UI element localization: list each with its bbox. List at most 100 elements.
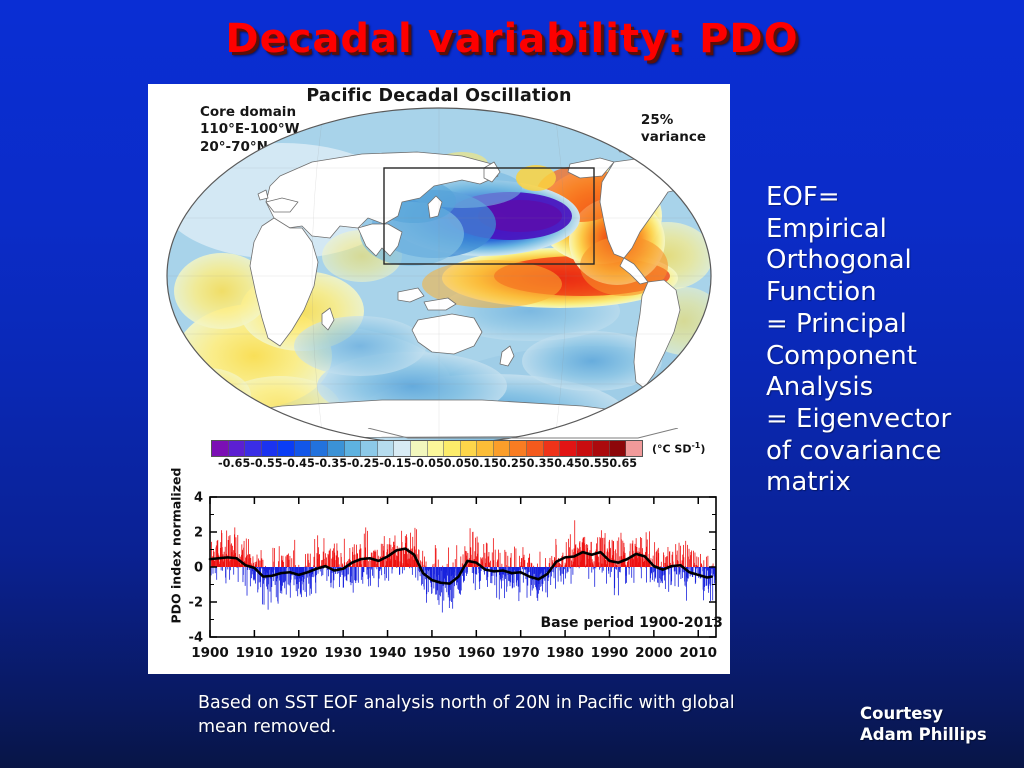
page-title: Decadal variability: PDO	[225, 16, 799, 62]
colorbar-tick-11: 0.45	[554, 457, 582, 470]
x-tick-label: 1980	[546, 645, 584, 661]
colorbar-cell-15	[460, 441, 478, 456]
eof-line-10: matrix	[766, 467, 851, 498]
eof-line-8: = Eigenvector	[766, 404, 952, 435]
colorbar-cell-5	[294, 441, 312, 456]
colorbar-tick-7: 0.05	[443, 457, 472, 470]
colorbar-tick-1: -0.55	[250, 457, 283, 470]
colorbar-strip	[211, 440, 643, 457]
figure-panel: Pacific Decadal Oscillation Core domain …	[148, 84, 730, 674]
x-tick-label: 1950	[413, 645, 451, 661]
pdo-anomaly-map	[162, 106, 716, 446]
colorbar-tick-6: -0.05	[411, 457, 444, 470]
colorbar-tick-13: 0.65	[609, 457, 638, 470]
figure-caption: Based on SST EOF analysis north of 20N i…	[198, 693, 735, 738]
colorbar-cell-0	[212, 441, 229, 456]
colorbar-cell-16	[477, 441, 494, 456]
colorbar-cell-18	[510, 441, 527, 456]
colorbar-tick-9: 0.25	[498, 457, 527, 470]
colorbar-units-text: (°C SD	[652, 442, 692, 456]
y-tick-label: 2	[194, 526, 203, 541]
y-tick-label: -2	[189, 596, 203, 611]
colorbar-cell-7	[328, 441, 345, 456]
x-tick-label: 1910	[236, 645, 274, 661]
x-tick-label: 1990	[591, 645, 629, 661]
eof-line-5: = Principal	[766, 308, 907, 339]
eof-line-7: Analysis	[766, 372, 874, 403]
colorbar-cell-19	[526, 441, 544, 456]
colorbar-cell-2	[245, 441, 262, 456]
variance-annotation: 25% variance	[641, 112, 706, 147]
colorbar-cell-9	[361, 441, 378, 456]
colorbar-tick-5: -0.15	[379, 457, 412, 470]
colorbar-cell-23	[593, 441, 610, 456]
eof-line-1: EOF=	[766, 182, 840, 212]
colorbar-cell-1	[228, 441, 246, 456]
colorbar-cell-8	[344, 441, 362, 456]
core-domain-line-1: Core domain	[200, 104, 297, 120]
colorbar-tick-labels: -0.65 -0.55 -0.45 -0.35 -0.25 -0.15 -0.05 0.05 0…	[208, 457, 644, 470]
eof-definition-text: EOF= Empirical Orthogonal Function = Pri…	[766, 182, 1016, 499]
colorbar-cell-22	[576, 441, 594, 456]
colorbar-cell-11	[394, 441, 411, 456]
variance-label: variance	[640, 129, 706, 146]
courtesy-label: Courtesy	[860, 704, 943, 723]
core-domain-line-3: 20°-70°N	[200, 138, 268, 155]
globe-body	[167, 108, 711, 444]
y-tick-label: 0	[194, 561, 203, 576]
colorbar-cell-24	[609, 441, 627, 456]
colorbar-cell-17	[493, 441, 511, 456]
y-axis-ticks: -4 -2 0 2 4	[189, 491, 716, 646]
map-title: Pacific Decadal Oscillation	[306, 86, 572, 106]
colorbar-cell-21	[560, 441, 577, 456]
colorbar-tick-4: -0.25	[347, 457, 380, 470]
eof-line-2: Empirical	[766, 213, 887, 244]
y-tick-label: -4	[189, 631, 203, 646]
colorbar-tick-3: -0.35	[314, 457, 347, 470]
colorbar-units-exponent: -1	[691, 441, 701, 450]
eof-line-9: of covariance	[766, 435, 942, 466]
colorbar-cell-6	[311, 441, 329, 456]
x-tick-label: 1920	[280, 645, 318, 661]
colorbar-cell-12	[410, 441, 428, 456]
colorbar-tick-12: 0.55	[581, 457, 610, 470]
colorbar-tick-10: 0.35	[526, 457, 555, 470]
base-period-annotation: Base period 1900-2013	[541, 615, 723, 631]
core-domain-annotation: Core domain 110°E-100°W 20°-70°N	[200, 104, 300, 156]
pdo-timeseries: PDO index normalized -4 -2 0 2 4 1900 1910 1920…	[148, 468, 730, 674]
colorbar-units-close: )	[700, 442, 706, 456]
colorbar-cell-10	[377, 441, 395, 456]
x-tick-label: 1900	[191, 645, 229, 661]
x-tick-label: 1940	[369, 645, 407, 661]
variance-percent: 25%	[640, 112, 674, 128]
timeseries-smoothed-line	[208, 547, 713, 585]
map-svg	[166, 107, 712, 445]
x-tick-label: 1930	[324, 645, 362, 661]
x-tick-label: 1970	[502, 645, 540, 661]
courtesy-credit: Courtesy Adam Phillips	[860, 703, 1024, 746]
colorbar-cell-25	[626, 441, 643, 456]
eof-line-3: Orthogonal	[766, 245, 912, 276]
colorbar-cell-4	[278, 441, 295, 456]
x-tick-label: 1960	[458, 645, 496, 661]
x-tick-label: 2010	[679, 645, 717, 661]
x-axis-ticks: 1900 1910 1920 1930 1940 1950 1960 1970 1980 1990…	[191, 497, 717, 661]
core-domain-box	[383, 167, 595, 265]
colorbar-cell-3	[261, 441, 279, 456]
colorbar-cell-14	[444, 441, 461, 456]
colorbar-leader-lines	[367, 428, 679, 439]
eof-line-6: Component	[766, 340, 917, 371]
core-domain-line-2: 110°E-100°W	[200, 121, 300, 138]
y-tick-label: 4	[194, 491, 203, 506]
colorbar-tick-8: 0.15	[471, 457, 499, 470]
colorbar-tick-2: -0.45	[282, 457, 315, 470]
eof-line-4: Function	[766, 277, 877, 308]
colorbar-tick-0: -0.65	[218, 457, 251, 470]
colorbar-cell-13	[427, 441, 445, 456]
x-tick-label: 2000	[635, 645, 673, 661]
courtesy-name: Adam Phillips	[860, 725, 987, 745]
colorbar-units: (°C SD-1)	[652, 441, 705, 456]
colorbar: -0.65 -0.55 -0.45 -0.35 -0.25 -0.15 -0.05 0.05 0…	[208, 428, 708, 490]
